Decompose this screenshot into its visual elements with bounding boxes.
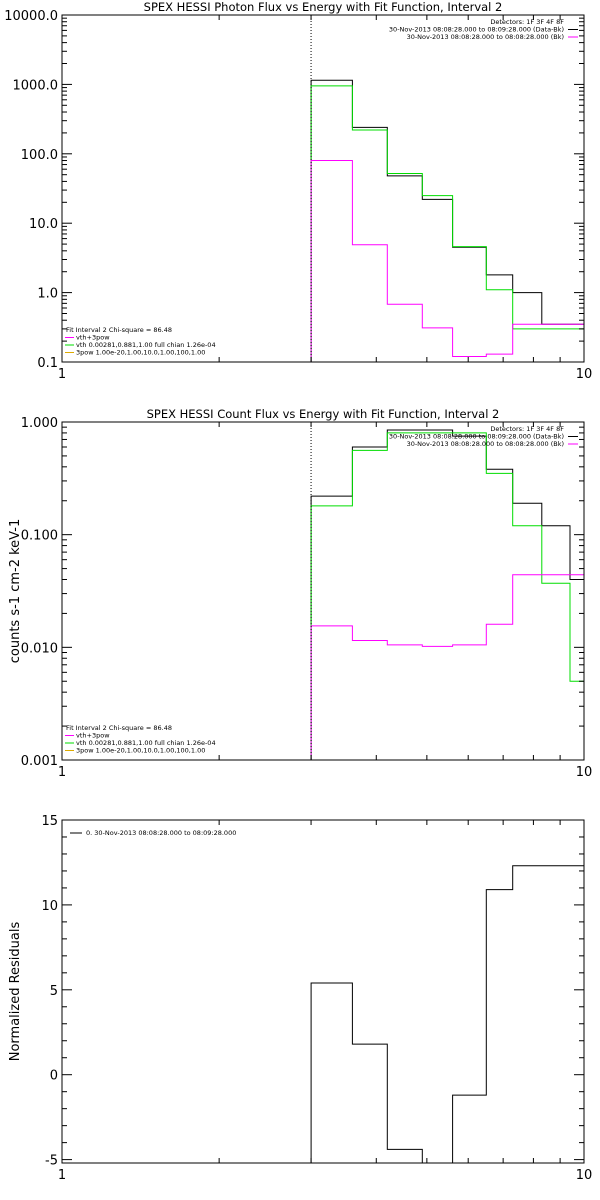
y-axis-label: counts s-1 cm-2 keV-1	[8, 519, 23, 664]
legend-bottom-entry: vth 0.00281,0.881,1.00 full chian 1.26e-…	[76, 341, 216, 349]
y-tick-label: 0	[50, 1069, 58, 1084]
legend-top-entry: 30-Nov-2013 08:08:28.000 to 08:09:28.000…	[389, 433, 564, 441]
x-tick-label: 10	[576, 765, 593, 780]
legend-bottom-entry: Fit Interval 2 Chi-square = 86.48	[66, 724, 172, 732]
legend-bottom-entry: 3pow 1.00e-20,1.00,10.0,1.00,100,1.00	[76, 747, 205, 755]
y-tick-label: 0.010	[21, 641, 58, 656]
series-line-1	[310, 432, 584, 760]
legend-top-entry: 30-Nov-2013 08:08:28.000 to 08:08:28.000…	[407, 440, 564, 448]
x-tick-label: 10	[576, 1168, 593, 1183]
x-tick-label: 10	[576, 367, 593, 382]
legend-bottom-entry: 3pow 1.00e-20,1.00,10.0,1.00,100,1.00	[76, 349, 205, 357]
y-axis-label: Normalized Residuals	[8, 922, 23, 1062]
series-line-2	[310, 160, 584, 362]
plot-frame	[61, 14, 585, 363]
y-tick-label: 1.0	[37, 287, 58, 302]
legend-bottom-entry: vth+3pow	[76, 334, 110, 342]
legend-bottom-entry: vth+3pow	[76, 732, 110, 740]
legend-entry: 0. 30-Nov-2013 08:08:28.000 to 08:09:28.…	[86, 829, 236, 837]
plot-frame	[61, 421, 585, 761]
y-tick-label: 0.001	[21, 754, 58, 769]
chart-title: SPEX HESSI Photon Flux vs Energy with Fi…	[144, 0, 503, 14]
y-tick-label: 0.100	[21, 529, 58, 544]
series-line-2	[310, 574, 584, 760]
y-tick-label: 15	[41, 814, 58, 829]
y-tick-label: 0.1	[37, 356, 58, 371]
y-tick-label: 10.0	[29, 217, 58, 232]
legend-top-entry: 30-Nov-2013 08:08:28.000 to 08:09:28.000…	[389, 26, 564, 34]
x-tick-label: 1	[58, 367, 66, 382]
legend-top-entry: Detectors: 1F 3F 4F 8F	[490, 425, 564, 433]
y-tick-label: 1.000	[21, 416, 58, 431]
x-tick-label: 1	[58, 765, 66, 780]
count-flux-panel: SPEX HESSI Count Flux vs Energy with Fit…	[8, 407, 592, 780]
legend-bottom-entry: vth 0.00281,0.881,1.00 full chian 1.26e-…	[76, 739, 216, 747]
series-line-0	[310, 865, 584, 1164]
x-tick-label: 1	[58, 1168, 66, 1183]
y-tick-label: 10	[41, 899, 58, 914]
plot-frame	[61, 819, 585, 1164]
photon-flux-panel: SPEX HESSI Photon Flux vs Energy with Fi…	[4, 0, 592, 382]
y-tick-label: 1000.0	[13, 78, 59, 93]
residuals-panel: Normalized Residuals 1 10 -5 0 5 10 15 0. 30-Nov…	[8, 814, 592, 1183]
y-tick-label: 5	[50, 984, 58, 999]
series-line-1	[310, 85, 584, 362]
legend-top-entry: Detectors: 1F 3F 4F 8F	[490, 18, 564, 26]
y-tick-label: 100.0	[21, 148, 58, 163]
y-tick-label: -5	[45, 1154, 58, 1169]
legend-top-entry: 30-Nov-2013 08:08:28.000 to 08:08:28.000…	[407, 33, 564, 41]
chart-title: SPEX HESSI Count Flux vs Energy with Fit…	[147, 407, 500, 421]
legend-bottom-entry: Fit Interval 2 Chi-square = 86.48	[66, 326, 172, 334]
y-tick-label: 10000.0	[4, 9, 58, 24]
